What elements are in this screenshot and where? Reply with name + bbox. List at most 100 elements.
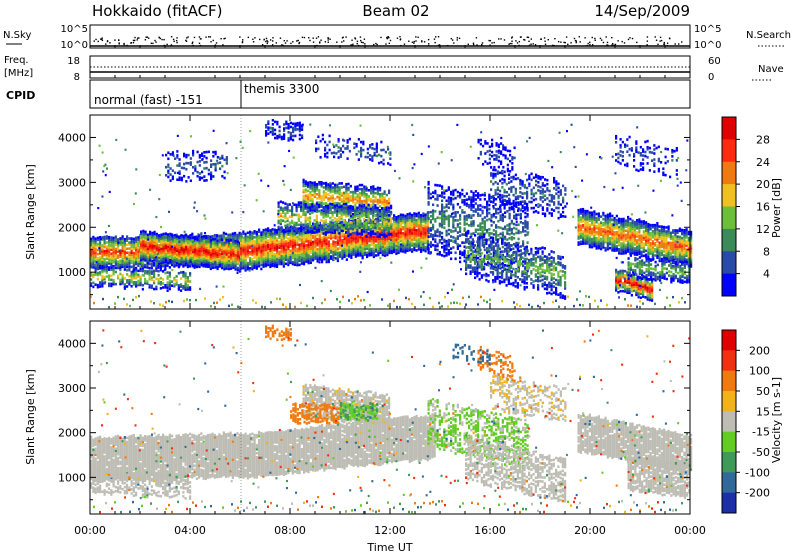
power-cell bbox=[432, 244, 434, 247]
power-cell bbox=[369, 158, 371, 161]
power-cell bbox=[344, 147, 346, 150]
power-cell bbox=[332, 223, 334, 226]
power-cell bbox=[167, 275, 169, 278]
power-cell bbox=[332, 194, 334, 197]
power-cell bbox=[251, 231, 253, 234]
nsky-point bbox=[107, 40, 108, 41]
nsky-point bbox=[134, 37, 135, 38]
power-cell bbox=[119, 279, 121, 282]
power-cell bbox=[348, 183, 350, 186]
power-cell bbox=[352, 191, 354, 194]
power-cell bbox=[328, 234, 330, 237]
nsky-point bbox=[259, 39, 260, 40]
power-cell bbox=[343, 186, 345, 189]
power-cell bbox=[377, 199, 379, 202]
power-cell bbox=[279, 126, 281, 129]
power-cell bbox=[314, 219, 316, 222]
power-cell bbox=[375, 244, 377, 247]
power-cell bbox=[365, 213, 367, 216]
nsky-point bbox=[661, 40, 662, 41]
power-cell bbox=[428, 211, 430, 214]
power-cell bbox=[446, 199, 448, 202]
nsky-point bbox=[187, 36, 188, 37]
power-cell bbox=[173, 277, 175, 280]
power-cell bbox=[316, 206, 318, 209]
power-cell bbox=[296, 214, 298, 217]
power-cell bbox=[278, 251, 280, 254]
power-cell bbox=[335, 144, 337, 147]
power-cell bbox=[142, 230, 144, 233]
nsky-point bbox=[176, 40, 177, 41]
nsky-point bbox=[452, 39, 453, 40]
nsky-point bbox=[592, 37, 593, 38]
power-cell bbox=[370, 204, 372, 207]
power-cell bbox=[411, 248, 413, 251]
nsky-point bbox=[595, 40, 596, 41]
power-cell bbox=[203, 243, 205, 246]
power-cell bbox=[154, 245, 156, 248]
nsky-point bbox=[194, 37, 195, 38]
power-cell bbox=[289, 215, 291, 218]
power-cell bbox=[288, 131, 290, 134]
power-cell bbox=[379, 193, 381, 196]
power-cell bbox=[309, 206, 311, 209]
power-cell bbox=[228, 239, 230, 242]
power-cell bbox=[347, 206, 349, 209]
power-cell bbox=[228, 262, 230, 265]
power-cell bbox=[289, 221, 291, 224]
power-cell bbox=[108, 268, 110, 271]
power-cell bbox=[284, 212, 286, 215]
power-cell bbox=[194, 260, 196, 263]
power-cell bbox=[354, 210, 356, 213]
power-cell bbox=[280, 219, 282, 222]
power-cell bbox=[354, 202, 356, 205]
power-cell bbox=[455, 237, 457, 240]
power-cell bbox=[285, 263, 287, 266]
power-cell bbox=[307, 182, 309, 185]
power-cell bbox=[291, 206, 293, 209]
nsky-point bbox=[517, 42, 518, 43]
power-cell bbox=[99, 256, 101, 259]
power-cell bbox=[137, 270, 139, 273]
power-cell bbox=[356, 215, 358, 218]
power-cell bbox=[455, 189, 457, 192]
power-cell bbox=[160, 287, 162, 290]
power-cell bbox=[352, 216, 354, 219]
power-cell bbox=[110, 252, 112, 255]
power-cell bbox=[183, 244, 185, 247]
power-cell bbox=[324, 141, 326, 144]
nsky-point bbox=[118, 39, 119, 40]
nsky-point bbox=[476, 37, 477, 38]
power-cell bbox=[383, 163, 385, 166]
power-cell bbox=[386, 200, 388, 203]
power-cell bbox=[385, 151, 387, 154]
nsky-point bbox=[298, 40, 299, 41]
power-cell bbox=[169, 259, 171, 262]
power-cell bbox=[288, 123, 290, 126]
power-cell bbox=[155, 278, 157, 281]
power-cell bbox=[428, 217, 430, 220]
power-cell bbox=[347, 145, 349, 148]
power-cell bbox=[370, 224, 372, 227]
nsky-point bbox=[655, 36, 656, 37]
power-cell bbox=[117, 254, 119, 257]
power-cell bbox=[219, 253, 221, 256]
power-cell bbox=[372, 224, 374, 227]
power-cell bbox=[376, 142, 378, 145]
nsky-point bbox=[511, 43, 512, 44]
nsky-point bbox=[438, 36, 439, 37]
power-cell bbox=[155, 269, 157, 272]
power-cell bbox=[370, 228, 372, 231]
power-cell bbox=[350, 191, 352, 194]
nsky-point bbox=[385, 43, 386, 44]
power-cell bbox=[237, 267, 239, 270]
power-cell bbox=[272, 228, 274, 231]
power-cell bbox=[446, 230, 448, 233]
power-cell bbox=[133, 238, 135, 241]
power-cell bbox=[386, 235, 388, 238]
power-cell bbox=[390, 211, 392, 214]
cpid-mode-themis: themis 3300 bbox=[244, 82, 319, 96]
power-cell bbox=[339, 182, 341, 185]
power-cell bbox=[341, 223, 343, 226]
nsky-point bbox=[628, 39, 629, 40]
